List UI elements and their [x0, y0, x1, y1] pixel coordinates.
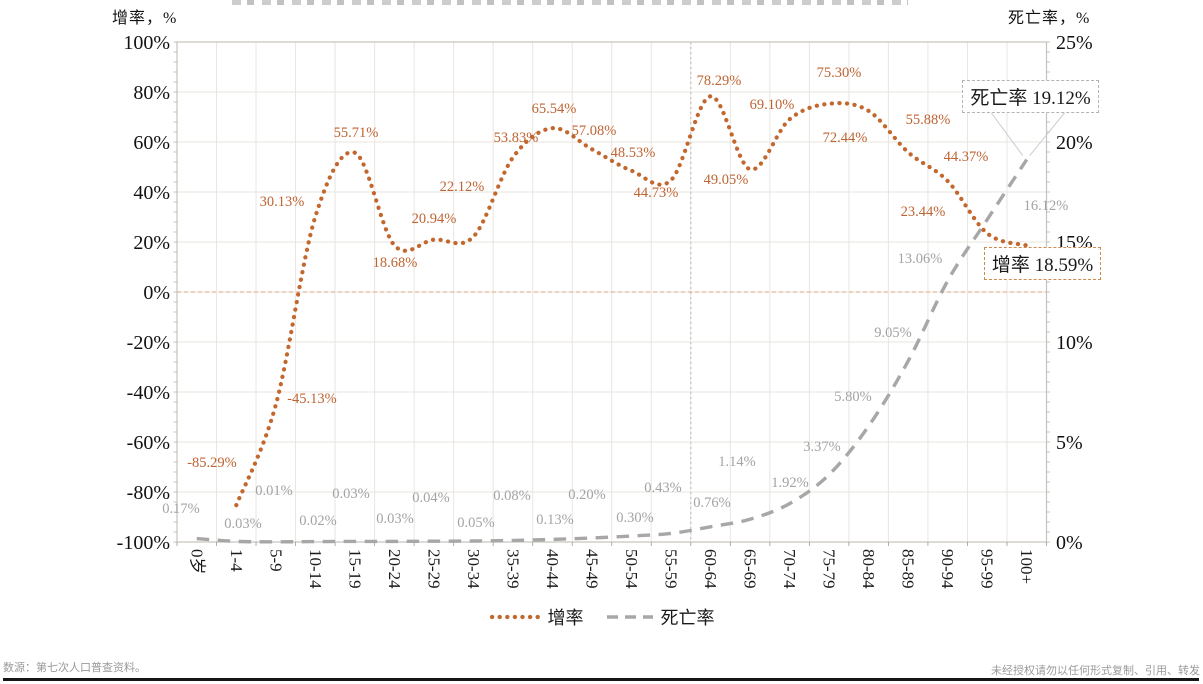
death-data-label: 0.04%: [412, 490, 449, 506]
death-data-label: 1.92%: [771, 475, 808, 491]
legend-label-death: 死亡率: [660, 608, 715, 628]
bottom-divider: [3, 678, 1199, 681]
x-axis-label: 15-19: [345, 549, 364, 589]
x-axis-label: 0岁: [187, 549, 206, 575]
x-axis-label: 35-39: [503, 549, 522, 589]
growth-data-label: 55.71%: [334, 125, 379, 141]
death-data-label: 1.14%: [718, 454, 755, 470]
left-axis-tick: 20%: [133, 232, 170, 254]
x-axis-label: 10-14: [306, 549, 325, 589]
death-data-label: 0.02%: [299, 513, 336, 529]
legend-item-growth: 增率: [489, 604, 584, 630]
death-data-label: 0.76%: [693, 495, 730, 511]
death-callout-leader: [1029, 110, 1067, 156]
right-axis-tick: 5%: [1056, 432, 1083, 454]
copyright-notice: 未经授权请勿以任何形式复制、引用、转发: [991, 665, 1200, 677]
legend-label-growth: 增率: [547, 608, 584, 628]
death-data-label: 3.37%: [803, 439, 840, 455]
death-data-label: 9.05%: [874, 325, 911, 341]
growth-data-label: 75.30%: [817, 65, 862, 81]
x-axis-label: 30-34: [464, 549, 483, 589]
growth-data-label: 18.68%: [373, 255, 418, 271]
growth-data-label: 30.13%: [260, 194, 305, 210]
left-axis-tick: -100%: [117, 532, 170, 554]
death-rate-line: [196, 158, 1029, 544]
death-data-label: 0.03%: [332, 486, 369, 502]
x-axis-label: 70-74: [780, 549, 799, 589]
x-axis-label: 20-24: [385, 549, 404, 589]
x-axis-label: 85-89: [899, 549, 918, 589]
growth-data-label: 69.10%: [750, 97, 795, 113]
left-axis-tick: -20%: [127, 332, 170, 354]
x-axis-label: 100+: [1017, 549, 1036, 584]
x-axis-label: 50-54: [622, 549, 641, 589]
left-axis-tick: 100%: [123, 32, 170, 54]
death-callout-leader: [989, 110, 1024, 156]
x-axis-label: 60-64: [701, 549, 720, 589]
growth-data-label: 23.44%: [901, 204, 946, 220]
left-axis-tick: 0%: [143, 282, 170, 304]
x-axis-label: 65-69: [741, 549, 760, 589]
legend-item-death: 死亡率: [606, 604, 715, 630]
left-axis-tick: 80%: [133, 82, 170, 104]
growth-data-label: 53.83%: [494, 130, 539, 146]
death-data-label: 0.13%: [536, 512, 573, 528]
death-data-label: 16.12%: [1024, 198, 1069, 214]
death-data-label: 0.08%: [493, 488, 530, 504]
left-axis-tick: -60%: [127, 432, 170, 454]
x-axis-label: 95-99: [978, 549, 997, 589]
source-note: 数源：第七次人口普查资料。: [3, 662, 146, 674]
growth-data-label: 20.94%: [412, 211, 457, 227]
right-axis-tick: 10%: [1056, 332, 1093, 354]
death-data-label: 5.80%: [834, 389, 871, 405]
growth-data-label: 55.88%: [906, 112, 951, 128]
left-axis-title: 增率，%: [112, 10, 178, 27]
death-data-label: 0.17%: [162, 501, 199, 517]
x-axis-label: 40-44: [543, 549, 562, 589]
death-data-label: 0.03%: [376, 511, 413, 527]
x-axis-label: 90-94: [938, 549, 957, 589]
death-data-label: 0.30%: [616, 510, 653, 526]
death-data-label: 0.20%: [568, 487, 605, 503]
x-axis-label: 75-79: [820, 549, 839, 589]
growth-data-label: 49.05%: [704, 172, 749, 188]
left-axis-tick: -40%: [127, 382, 170, 404]
right-axis-title: 死亡率，%: [1008, 10, 1091, 27]
left-axis-tick: 40%: [133, 182, 170, 204]
right-axis-tick: 20%: [1056, 132, 1093, 154]
x-axis-label: 80-84: [859, 549, 878, 589]
growth-data-label: 44.37%: [944, 149, 989, 165]
growth-line-swatch-icon: [489, 614, 541, 620]
x-axis-label: 45-49: [582, 549, 601, 589]
growth-data-label: 72.44%: [823, 130, 868, 146]
death-data-label: 13.06%: [898, 251, 943, 267]
growth-data-label: 48.53%: [611, 145, 656, 161]
death-data-label: 0.03%: [224, 516, 261, 532]
death-line-swatch-icon: [606, 615, 653, 619]
x-axis-label: 55-59: [662, 549, 681, 589]
growth-data-label: 57.08%: [572, 123, 617, 139]
cropped-title-text: [232, 0, 908, 5]
x-axis-label: 5-9: [266, 549, 285, 572]
death-rate-annotation: 死亡率 19.12%: [962, 80, 1099, 113]
growth-data-label: 65.54%: [532, 101, 577, 117]
right-axis-tick: 0%: [1056, 532, 1083, 554]
x-axis-label: 25-29: [424, 549, 443, 589]
growth-data-label: 78.29%: [697, 73, 742, 89]
growth-data-label: 44.73%: [634, 185, 679, 201]
death-data-label: 0.43%: [644, 480, 681, 496]
growth-rate-annotation: 增率 18.59%: [984, 247, 1101, 280]
left-axis-tick: -80%: [127, 482, 170, 504]
chart-plot-area: 100% 80% 60% 40% 20% 0% -20% -40% -60% -80% -100% 2…: [117, 32, 1093, 589]
right-axis-tick: 25%: [1056, 32, 1093, 54]
death-data-label: 0.01%: [255, 483, 292, 499]
x-axis-label: 1-4: [227, 549, 246, 572]
left-axis-tick: 60%: [133, 132, 170, 154]
legend: 增率 死亡率: [0, 604, 1203, 630]
growth-data-label: 22.12%: [440, 179, 485, 195]
death-data-label: 0.05%: [457, 515, 494, 531]
growth-data-label: -85.29%: [187, 455, 237, 471]
growth-data-label: -45.13%: [287, 391, 337, 407]
